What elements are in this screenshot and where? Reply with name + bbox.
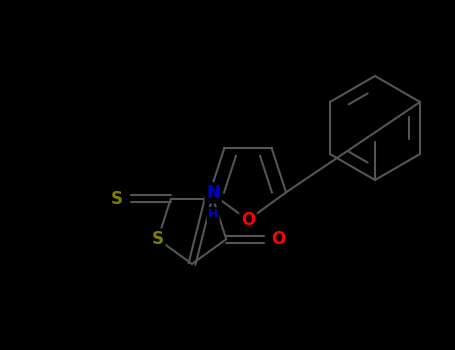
Text: S: S [111,190,123,208]
Text: S: S [152,230,164,248]
Text: O: O [241,211,255,229]
Text: H: H [208,208,218,222]
Text: N: N [206,184,220,202]
Text: O: O [271,230,285,248]
